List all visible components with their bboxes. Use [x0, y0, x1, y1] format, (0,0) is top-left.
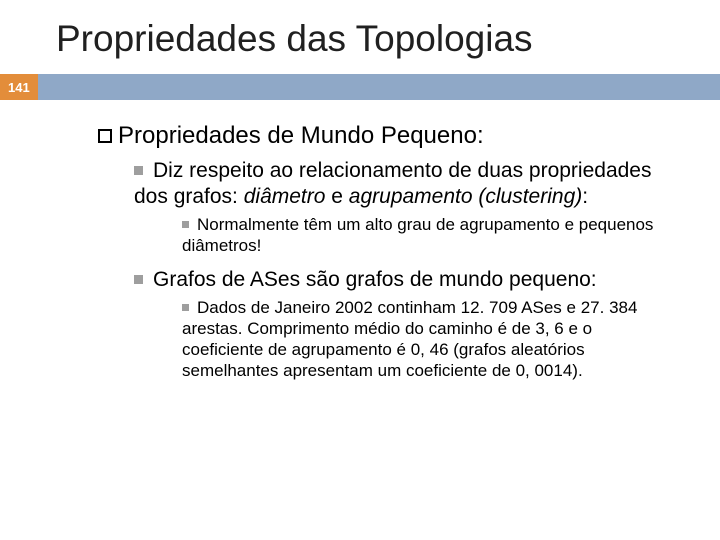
- l2b-prefix: Grafos: [153, 268, 216, 291]
- level1-text-prefix: Propriedades: [118, 122, 261, 149]
- bullet-level2-b: Grafos de ASes são grafos de mundo peque…: [134, 267, 680, 293]
- page-bar: 141: [0, 74, 720, 100]
- level2-block-1: Diz respeito ao relacionamento de duas p…: [134, 158, 680, 257]
- slide: Propriedades das Topologias 141 Propried…: [0, 0, 720, 540]
- page-number-badge: 141: [0, 74, 38, 100]
- content-area: Propriedades de Mundo Pequeno: Diz respe…: [0, 100, 720, 381]
- square-open-icon: [98, 129, 112, 143]
- l2b-rest: de ASes são grafos de mundo pequeno:: [216, 268, 597, 291]
- square-tiny-icon: [182, 304, 189, 311]
- l2a-italic1: diâmetro: [244, 185, 326, 208]
- level2-block-2: Grafos de ASes são grafos de mundo peque…: [134, 267, 680, 382]
- level1-text-rest: de Mundo Pequeno:: [261, 122, 484, 149]
- square-small-icon: [134, 275, 143, 284]
- slide-title: Propriedades das Topologias: [0, 0, 720, 74]
- bullet-level1: Propriedades de Mundo Pequeno:: [98, 122, 680, 150]
- bullet-level3-b: Dados de Janeiro 2002 continham 12. 709 …: [182, 298, 670, 381]
- level3-container-b: Dados de Janeiro 2002 continham 12. 709 …: [134, 298, 680, 381]
- l3b-text: Dados de Janeiro 2002 continham 12. 709 …: [182, 298, 637, 379]
- l2a-tail: :: [582, 185, 588, 208]
- level3-container-a: Normalmente têm um alto grau de agrupame…: [134, 215, 680, 256]
- square-small-icon: [134, 166, 143, 175]
- l2a-italic2: agrupamento (clustering): [349, 185, 582, 208]
- l2a-mid: e: [325, 185, 348, 208]
- level2-container: Diz respeito ao relacionamento de duas p…: [98, 158, 680, 381]
- bullet-level3-a: Normalmente têm um alto grau de agrupame…: [182, 215, 670, 256]
- l2a-prefix: Diz: [153, 159, 183, 182]
- square-tiny-icon: [182, 221, 189, 228]
- l3a-text: Normalmente têm um alto grau de agrupame…: [182, 215, 653, 255]
- bullet-level2-a: Diz respeito ao relacionamento de duas p…: [134, 158, 680, 209]
